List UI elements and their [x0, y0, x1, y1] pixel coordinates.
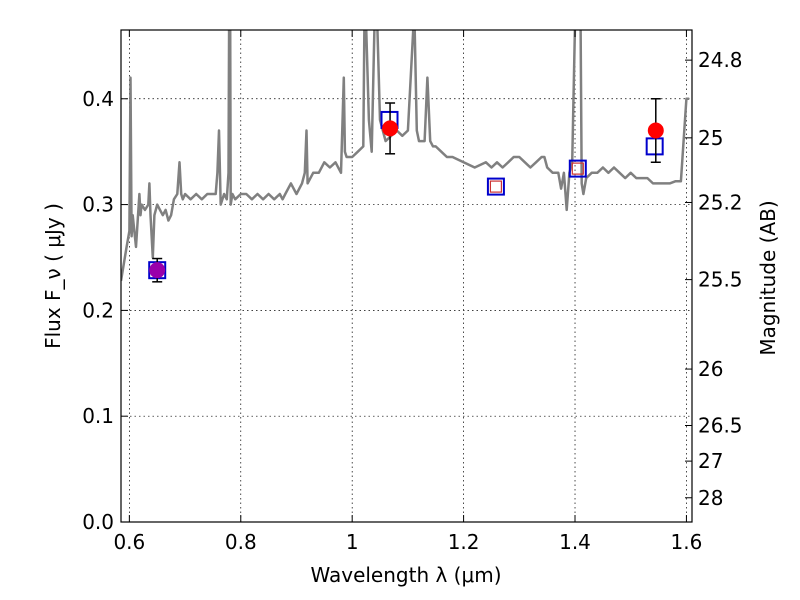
- right-tick-label: 25.5: [698, 268, 743, 292]
- x-tick-label: 1.4: [559, 530, 591, 554]
- y-tick-label: 0.2: [82, 298, 114, 322]
- grid: [121, 30, 692, 523]
- model-box-marker: [568, 159, 587, 178]
- y-axis-ticks: 0.0 0.1 0.2 0.3 0.4: [82, 87, 128, 534]
- x-tick-label: 0.8: [225, 530, 257, 554]
- right-tick-label: 25.2: [698, 190, 743, 214]
- x-tick-label: 0.6: [113, 530, 145, 554]
- y-tick-label: 0.0: [82, 510, 114, 534]
- right-tick-label: 25: [698, 126, 723, 150]
- observed-point: [149, 262, 166, 279]
- y-tick-label: 0.1: [82, 404, 114, 428]
- model-box-inner-marker: [571, 162, 584, 175]
- plot-frame: [120, 29, 693, 523]
- right-axis-ticks: 24.8 25 25.2 25.5 26 26.5 27 28: [685, 48, 743, 510]
- y-tick-label: 0.3: [82, 193, 114, 217]
- model-spectrum-line: [121, 30, 690, 282]
- observed-photometry-points: [149, 98, 664, 283]
- y-tick-label: 0.4: [82, 87, 114, 111]
- model-box-inner-marker: [489, 180, 503, 193]
- right-tick-label: 24.8: [698, 48, 743, 72]
- right-tick-label: 28: [698, 486, 723, 510]
- x-tick-label: 1: [346, 530, 359, 554]
- x-axis-label: Wavelength λ (μm): [310, 563, 501, 587]
- observed-point: [647, 122, 664, 139]
- right-tick-label: 26: [698, 357, 723, 381]
- x-tick-label: 1.2: [448, 530, 480, 554]
- model-box-marker: [486, 177, 505, 196]
- observed-point: [382, 120, 399, 137]
- y-axis-label-text: Flux F_ν ( μJy ): [41, 203, 65, 349]
- right-tick-label: 27: [698, 449, 723, 473]
- right-axis-label: Magnitude (AB): [756, 200, 780, 355]
- model-box-marker: [645, 137, 664, 156]
- x-axis-ticks: 0.6 0.8 1 1.2 1.4 1.6: [113, 30, 702, 554]
- x-tick-label: 1.6: [671, 530, 703, 554]
- right-tick-label: 26.5: [698, 414, 743, 438]
- y-axis-label: Flux F_ν ( μJy ): [41, 203, 65, 349]
